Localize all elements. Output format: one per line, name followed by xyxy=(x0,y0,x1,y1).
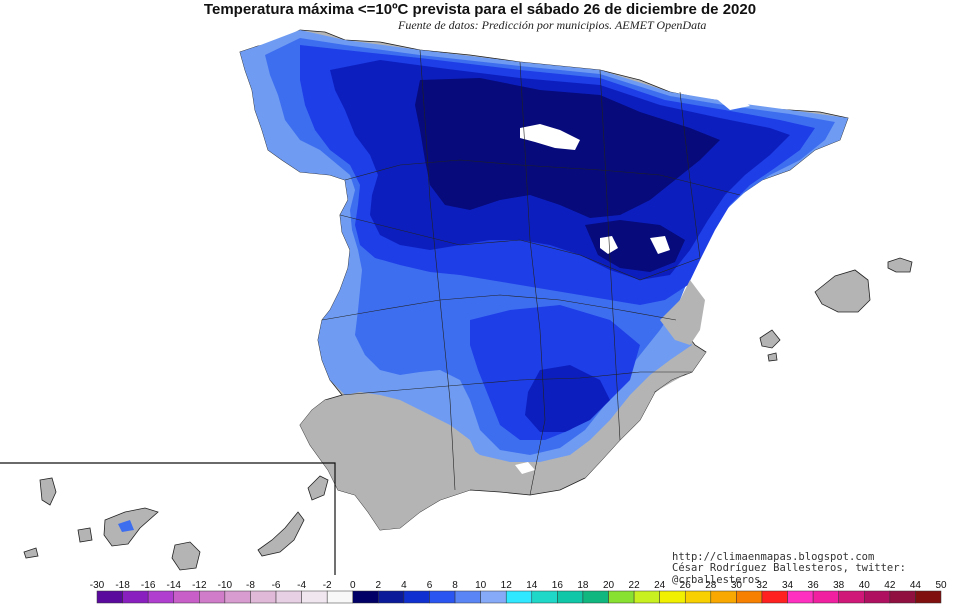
legend-tick-label: 28 xyxy=(705,580,717,591)
legend-tick-label: 44 xyxy=(910,580,922,591)
legend-swatch xyxy=(505,590,533,604)
legend-swatch xyxy=(122,590,149,604)
below-zero-nevada xyxy=(515,462,535,474)
legend-tick-label: 40 xyxy=(859,580,871,591)
legend-swatch xyxy=(429,590,456,604)
legend-swatch xyxy=(403,590,430,604)
legend-swatch xyxy=(326,590,354,604)
legend-swatch xyxy=(275,590,302,604)
legend-swatch xyxy=(454,590,481,604)
legend-swatch xyxy=(864,590,891,604)
legend-tick-label: 42 xyxy=(884,580,896,591)
legend-swatch xyxy=(633,590,660,604)
legend-tick-label: -8 xyxy=(246,580,255,591)
legend-tick-label: 14 xyxy=(526,580,538,591)
legend-tick-label: 0 xyxy=(350,580,356,591)
legend-tick-label: -12 xyxy=(192,580,207,591)
legend-swatch xyxy=(659,590,686,604)
legend-tick-label: 6 xyxy=(427,580,433,591)
menorca xyxy=(887,257,913,273)
legend-swatch xyxy=(608,590,635,604)
legend-swatch xyxy=(147,590,174,604)
below-zero-pyrenees xyxy=(718,98,750,110)
legend-swatch xyxy=(250,590,277,604)
legend-tick-label: -10 xyxy=(218,580,233,591)
legend-swatch xyxy=(582,590,609,604)
legend-tick-label: -30 xyxy=(90,580,105,591)
legend-tick-label: 30 xyxy=(731,580,743,591)
teide-cold-spot xyxy=(118,520,134,532)
legend-tick-label: 38 xyxy=(833,580,845,591)
legend-swatch xyxy=(684,590,712,604)
legend-tick-label: 50 xyxy=(935,580,947,591)
legend-tick-label: -18 xyxy=(115,580,130,591)
province-borders xyxy=(321,49,741,496)
legend-swatch xyxy=(787,590,814,604)
color-scale-legend: -30 -18 -16 -14 -12 -10 -8 -6 -4 -2 0 2 4 6 8 10 12 14 16 1… xyxy=(90,580,947,604)
legend-tick-label: 12 xyxy=(501,580,513,591)
legend-swatch xyxy=(480,590,507,604)
credit-url: http://climaenmapas.blogspot.com xyxy=(672,551,875,563)
below-zero-iberico-2 xyxy=(650,236,670,254)
canary-inset-frame xyxy=(0,462,336,575)
legend-swatch xyxy=(736,590,763,604)
legend-tick-label: 32 xyxy=(756,580,768,591)
warm-areas xyxy=(300,280,706,530)
legend-tick-label: 16 xyxy=(552,580,564,591)
map-title: Temperatura máxima <=10ºC prevista para … xyxy=(203,1,757,18)
legend-tick-label: 4 xyxy=(401,580,407,591)
legend-tick-label: 8 xyxy=(452,580,458,591)
legend-tick-label: 24 xyxy=(654,580,666,591)
legend-swatch xyxy=(378,590,405,604)
legend-tick-label: -14 xyxy=(167,580,182,591)
legend-swatch xyxy=(915,590,942,604)
mallorca xyxy=(814,269,871,313)
legend-swatch xyxy=(557,590,584,604)
legend-tick-label: 20 xyxy=(603,580,615,591)
formentera xyxy=(767,352,778,362)
legend-swatch xyxy=(199,590,226,604)
temperature-map xyxy=(0,29,913,575)
legend-swatch xyxy=(761,590,788,604)
below-zero-gredos xyxy=(520,124,580,150)
legend-tick-label: 36 xyxy=(808,580,820,591)
canary-islands xyxy=(23,475,329,571)
legend-tick-label: 10 xyxy=(475,580,487,591)
legend-tick-label: -2 xyxy=(323,580,332,591)
legend-swatch xyxy=(812,590,839,604)
legend-swatch xyxy=(352,590,379,604)
map-subtitle: Fuente de datos: Predicción por municipi… xyxy=(398,18,707,32)
legend-tick-label: 22 xyxy=(629,580,641,591)
legend-tick-label: -4 xyxy=(297,580,306,591)
legend-swatch xyxy=(838,590,865,604)
legend-tick-label: -6 xyxy=(272,580,281,591)
legend-tick-label: 18 xyxy=(577,580,589,591)
band-2-4-south xyxy=(525,365,610,432)
legend-swatch xyxy=(710,590,737,604)
legend-tick-label: -16 xyxy=(141,580,156,591)
legend-swatch xyxy=(173,590,200,604)
credit-author: César Rodríguez Ballesteros, twitter: @c… xyxy=(672,562,906,586)
legend-swatch xyxy=(96,590,123,604)
legend-swatch xyxy=(889,590,916,604)
legend-tick-label: 26 xyxy=(680,580,692,591)
legend-swatch xyxy=(224,590,251,604)
legend-swatch xyxy=(301,590,328,604)
ibiza xyxy=(759,329,781,349)
legend-tick-label: 34 xyxy=(782,580,794,591)
legend-tick-label: 2 xyxy=(376,580,382,591)
legend-swatch xyxy=(531,590,558,604)
